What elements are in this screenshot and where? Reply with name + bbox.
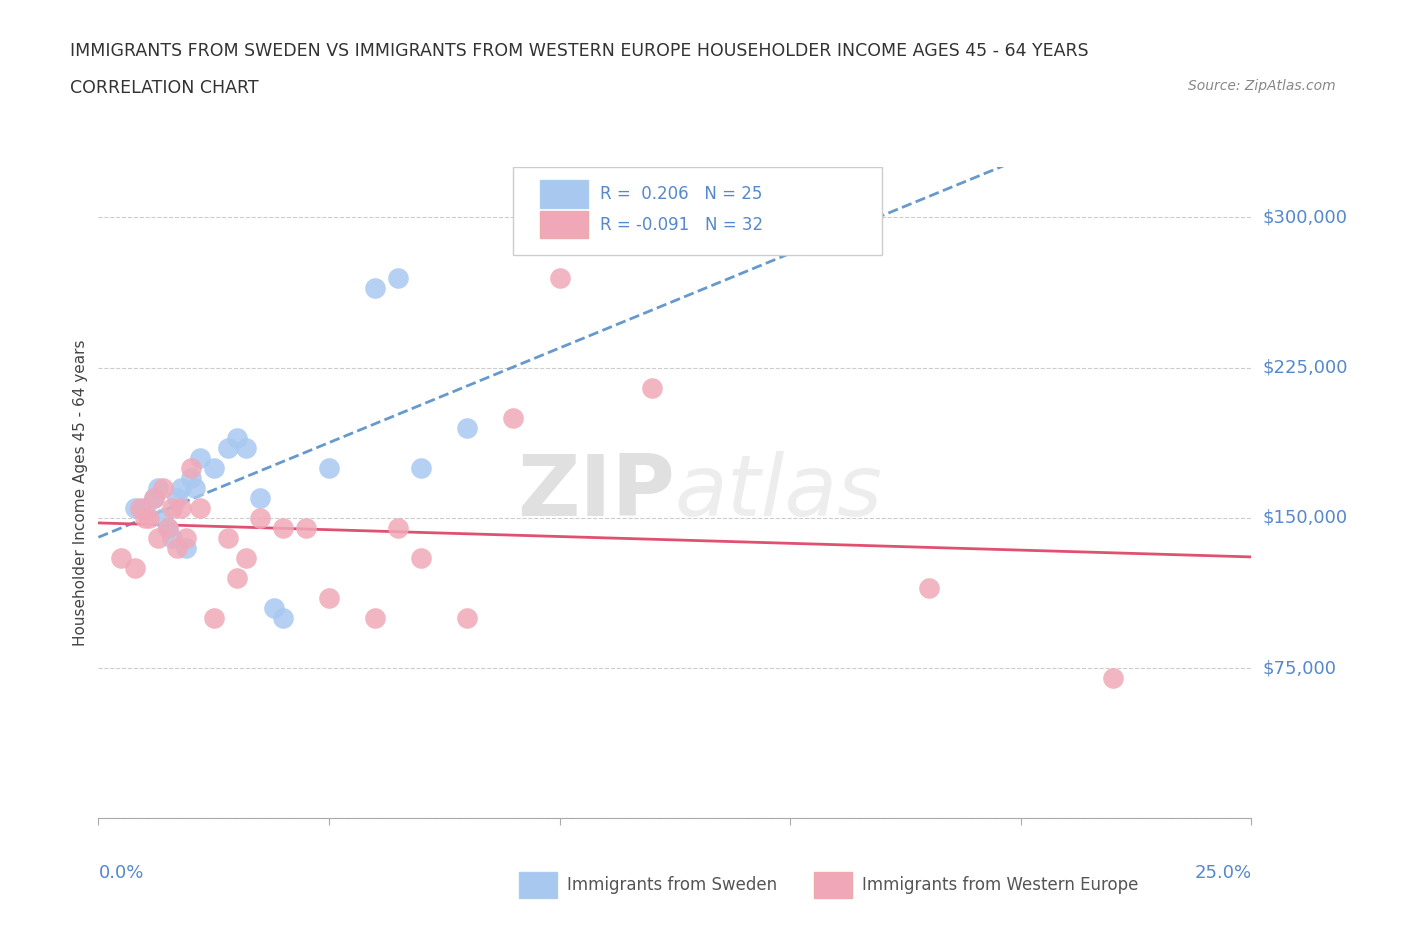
Point <box>1102 671 1125 685</box>
Point <box>225 571 247 586</box>
Point <box>166 540 188 555</box>
Point <box>160 500 183 515</box>
Point <box>184 481 207 496</box>
Point <box>202 460 225 475</box>
Point <box>134 500 156 515</box>
Point <box>174 540 197 555</box>
Text: 0.0%: 0.0% <box>98 864 143 882</box>
Point <box>152 481 174 496</box>
Point <box>364 611 387 626</box>
Point <box>188 450 211 465</box>
Point <box>166 490 188 505</box>
Point <box>110 551 132 565</box>
Point <box>142 490 165 505</box>
Point <box>156 521 179 536</box>
Point <box>411 460 433 475</box>
Point <box>174 530 197 545</box>
Point <box>138 511 160 525</box>
FancyBboxPatch shape <box>513 167 883 256</box>
Point <box>148 530 170 545</box>
Point <box>387 521 409 536</box>
Text: Immigrants from Western Europe: Immigrants from Western Europe <box>862 876 1139 895</box>
Point <box>202 611 225 626</box>
Text: $225,000: $225,000 <box>1263 359 1348 377</box>
Point <box>271 521 294 536</box>
Point <box>170 500 193 515</box>
Point <box>456 420 478 435</box>
Point <box>456 611 478 626</box>
Text: $150,000: $150,000 <box>1263 509 1348 527</box>
Text: $75,000: $75,000 <box>1263 659 1337 677</box>
Point <box>917 580 939 595</box>
Point <box>188 500 211 515</box>
Point <box>249 511 271 525</box>
Point <box>263 601 285 616</box>
Text: R =  0.206   N = 25: R = 0.206 N = 25 <box>600 185 762 203</box>
Point <box>152 511 174 525</box>
Point <box>160 530 183 545</box>
Point <box>235 551 257 565</box>
FancyBboxPatch shape <box>540 211 588 238</box>
Point <box>148 481 170 496</box>
Point <box>180 471 202 485</box>
Point <box>180 460 202 475</box>
Point <box>129 500 152 515</box>
FancyBboxPatch shape <box>814 872 852 898</box>
Point <box>249 490 271 505</box>
Point <box>271 611 294 626</box>
Point <box>318 460 340 475</box>
Point <box>235 441 257 456</box>
Text: R = -0.091   N = 32: R = -0.091 N = 32 <box>600 216 763 233</box>
Point <box>295 521 318 536</box>
Text: IMMIGRANTS FROM SWEDEN VS IMMIGRANTS FROM WESTERN EUROPE HOUSEHOLDER INCOME AGES: IMMIGRANTS FROM SWEDEN VS IMMIGRANTS FRO… <box>70 42 1088 60</box>
Point <box>217 441 239 456</box>
Text: 25.0%: 25.0% <box>1194 864 1251 882</box>
Point <box>170 481 193 496</box>
Text: $300,000: $300,000 <box>1263 208 1348 227</box>
Point <box>641 380 664 395</box>
Point <box>502 410 524 425</box>
Point <box>364 280 387 295</box>
FancyBboxPatch shape <box>519 872 557 898</box>
Point <box>156 521 179 536</box>
Point <box>387 270 409 285</box>
Text: Immigrants from Sweden: Immigrants from Sweden <box>567 876 776 895</box>
Point <box>225 431 247 445</box>
Text: CORRELATION CHART: CORRELATION CHART <box>70 79 259 97</box>
Point <box>548 270 571 285</box>
Point <box>142 490 165 505</box>
FancyBboxPatch shape <box>540 180 588 207</box>
Point <box>411 551 433 565</box>
Text: Source: ZipAtlas.com: Source: ZipAtlas.com <box>1188 79 1336 93</box>
Point <box>124 500 146 515</box>
Text: ZIP: ZIP <box>517 451 675 535</box>
Point <box>318 591 340 605</box>
Y-axis label: Householder Income Ages 45 - 64 years: Householder Income Ages 45 - 64 years <box>73 339 89 646</box>
Point <box>124 561 146 576</box>
Text: atlas: atlas <box>675 451 883 535</box>
Point <box>134 511 156 525</box>
Point <box>217 530 239 545</box>
